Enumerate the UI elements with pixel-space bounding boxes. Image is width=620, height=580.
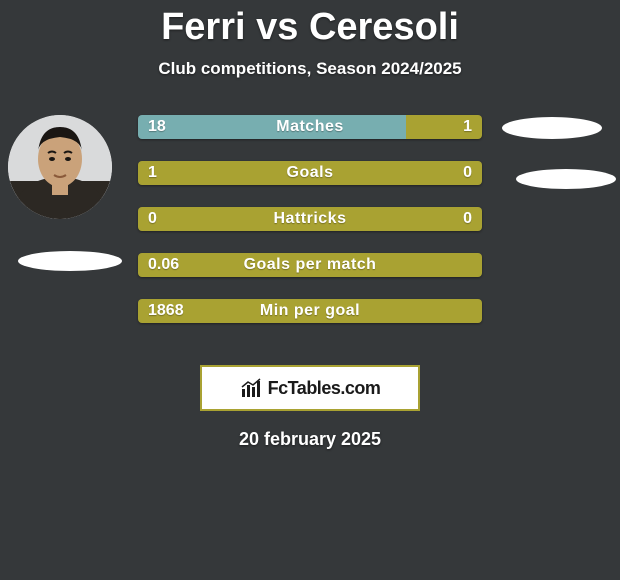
comparison-card: Ferri vs Ceresoli Club competitions, Sea… — [0, 6, 620, 450]
page-subtitle: Club competitions, Season 2024/2025 — [0, 59, 620, 79]
stat-value-right: 0 — [453, 161, 482, 185]
player-photo-icon — [8, 115, 112, 219]
stat-label: Min per goal — [138, 299, 482, 323]
stat-row: 1Goals0 — [138, 161, 482, 185]
stat-label: Goals per match — [138, 253, 482, 277]
avatar-placeholder-right-2 — [516, 169, 616, 189]
logo-box[interactable]: FcTables.com — [200, 365, 420, 411]
page-title: Ferri vs Ceresoli — [0, 6, 620, 49]
comparison-bars: 18Matches11Goals00Hattricks00.06Goals pe… — [138, 115, 482, 345]
stat-value-right: 0 — [453, 207, 482, 231]
stat-label: Goals — [138, 161, 482, 185]
chart-icon — [240, 377, 262, 399]
stat-row: 18Matches1 — [138, 115, 482, 139]
stat-label: Matches — [138, 115, 482, 139]
date-line: 20 february 2025 — [0, 429, 620, 450]
logo-text: FcTables.com — [268, 378, 381, 399]
stat-row: 0Hattricks0 — [138, 207, 482, 231]
avatar-shadow-left — [18, 251, 122, 271]
body-area: 18Matches11Goals00Hattricks00.06Goals pe… — [0, 107, 620, 357]
stat-row: 1868Min per goal — [138, 299, 482, 323]
stat-value-right: 1 — [453, 115, 482, 139]
avatar-left — [8, 115, 112, 219]
avatar-placeholder-right-1 — [502, 117, 602, 139]
stat-label: Hattricks — [138, 207, 482, 231]
stat-row: 0.06Goals per match — [138, 253, 482, 277]
